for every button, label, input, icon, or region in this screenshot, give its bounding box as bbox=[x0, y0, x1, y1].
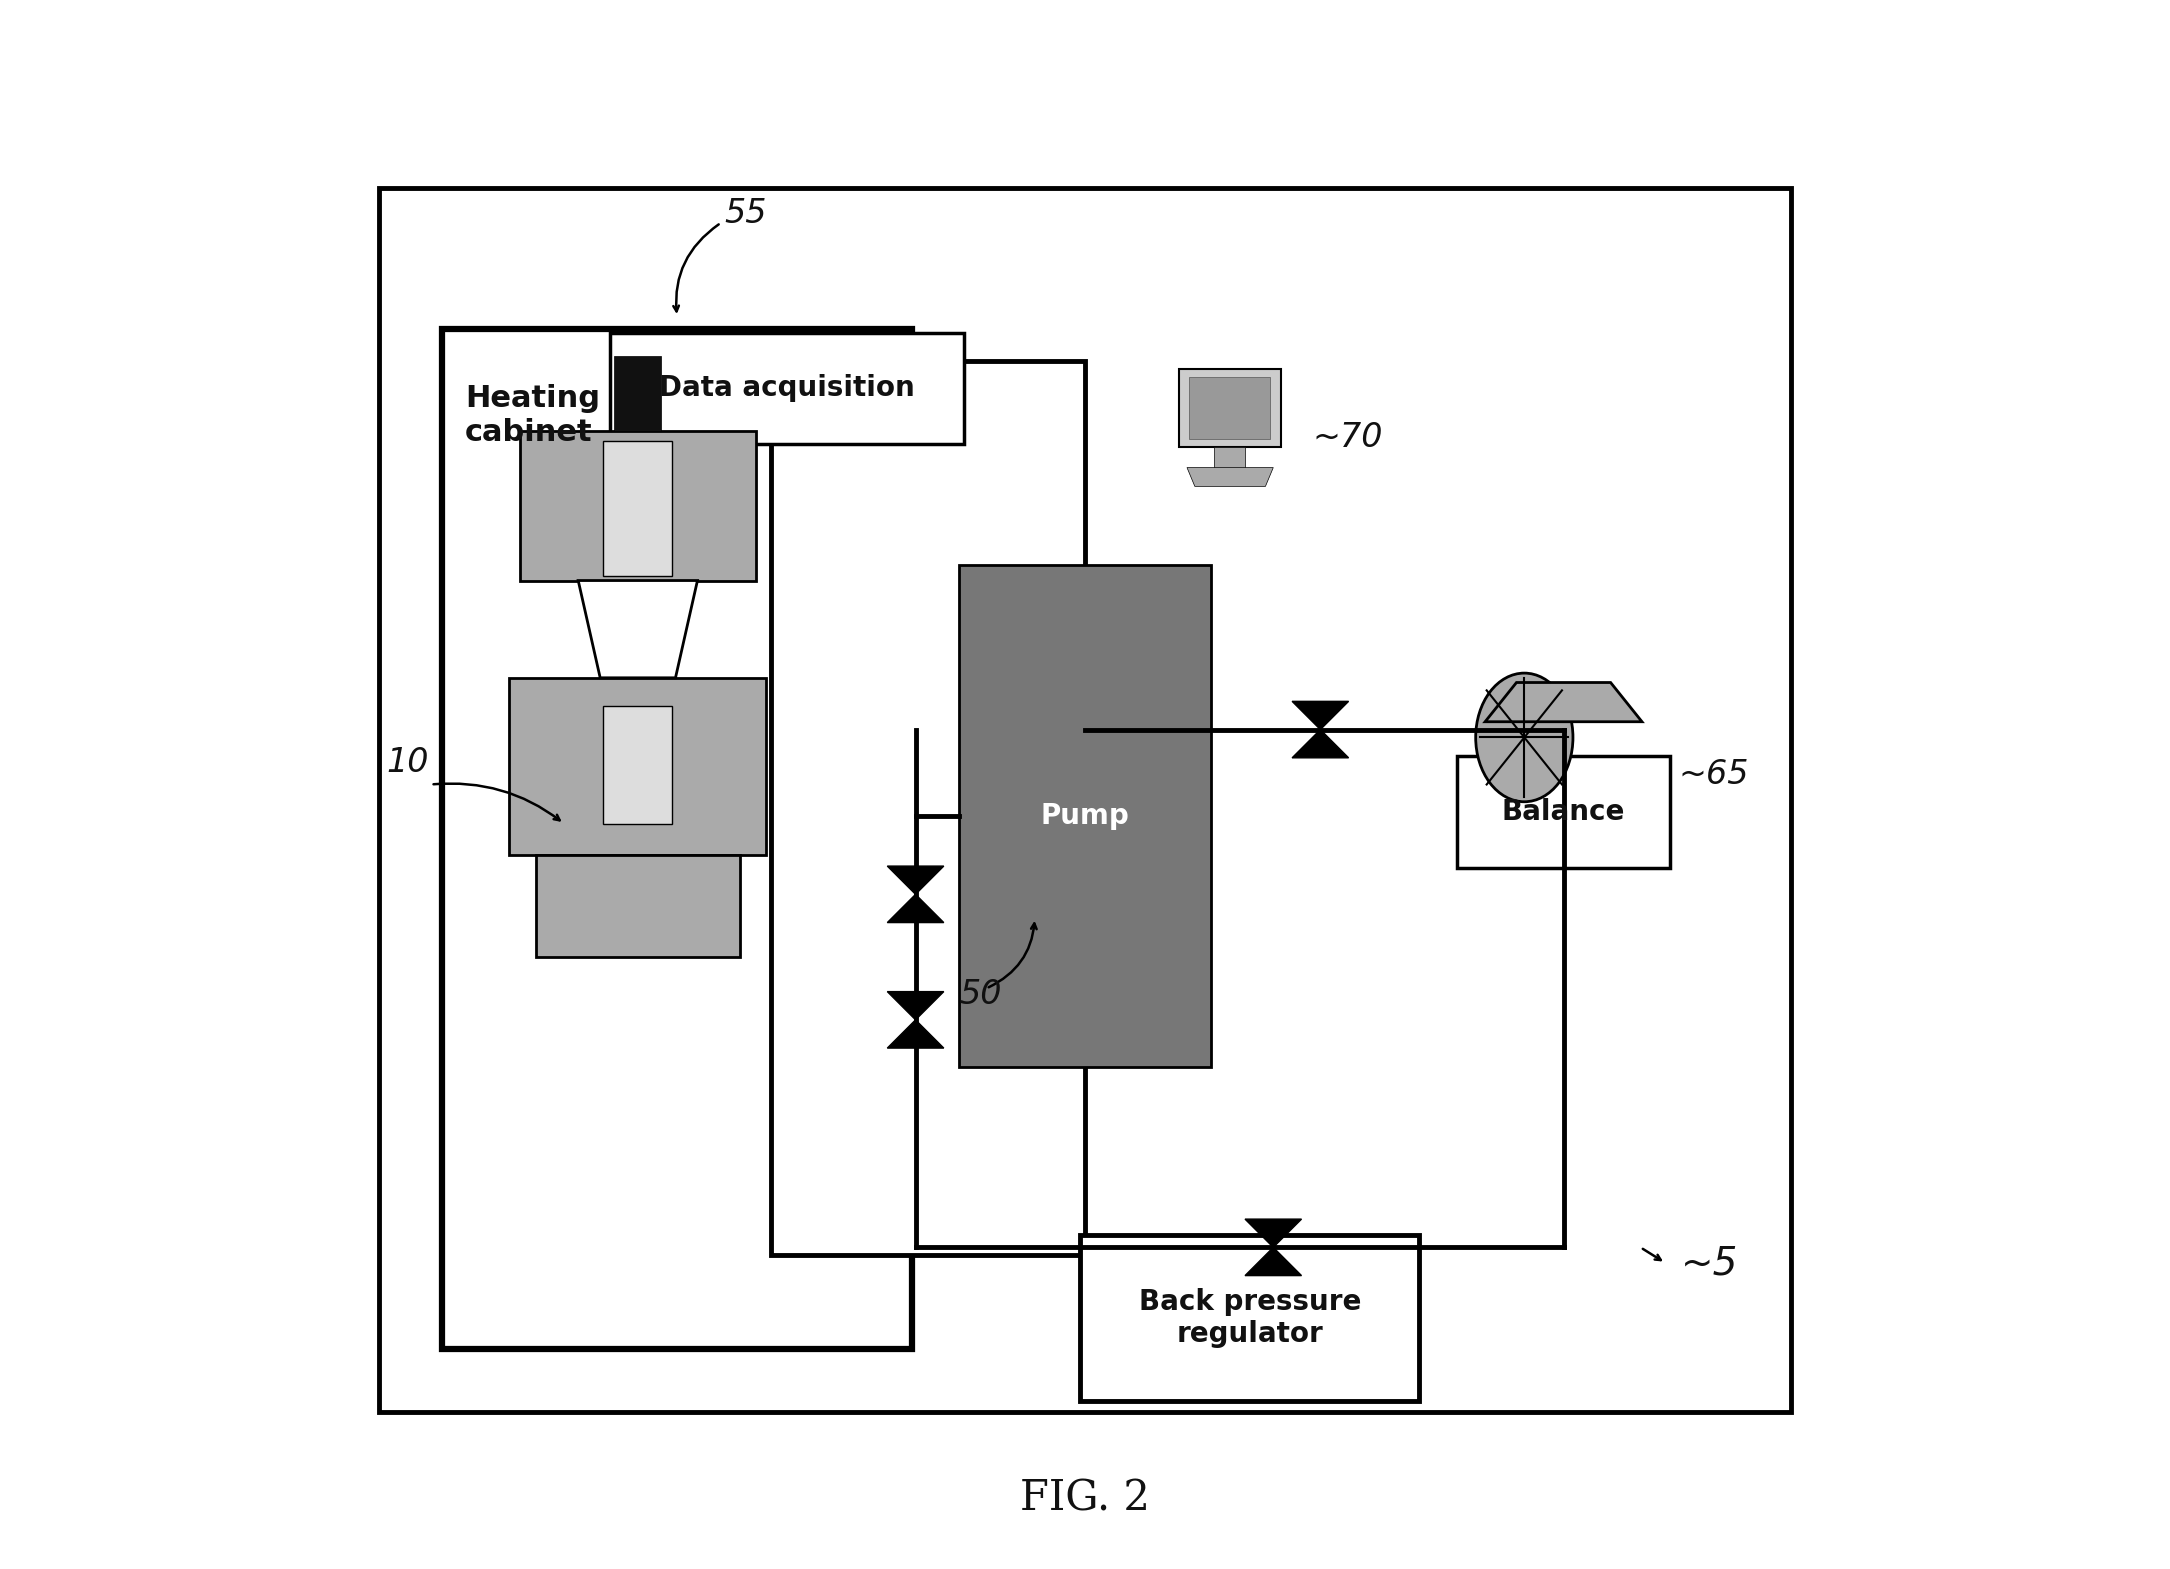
Text: FIG. 2: FIG. 2 bbox=[1020, 1478, 1150, 1519]
Polygon shape bbox=[1246, 1247, 1302, 1276]
Polygon shape bbox=[1246, 1219, 1302, 1247]
Ellipse shape bbox=[1476, 673, 1573, 802]
Text: ~70: ~70 bbox=[1313, 420, 1382, 453]
Text: 10: 10 bbox=[386, 745, 430, 778]
Text: Data acquisition: Data acquisition bbox=[660, 375, 916, 402]
Bar bbox=[1213, 447, 1246, 468]
Bar bbox=[536, 855, 740, 957]
FancyBboxPatch shape bbox=[1456, 756, 1671, 868]
FancyBboxPatch shape bbox=[610, 333, 963, 444]
Bar bbox=[510, 678, 766, 855]
Text: ~5: ~5 bbox=[1682, 1244, 1738, 1282]
Polygon shape bbox=[888, 866, 944, 894]
Bar bbox=[603, 706, 673, 824]
Polygon shape bbox=[888, 894, 944, 923]
Bar bbox=[959, 565, 1211, 1067]
Polygon shape bbox=[1187, 468, 1274, 486]
Text: Balance: Balance bbox=[1502, 799, 1625, 825]
Bar bbox=[443, 329, 911, 1349]
Polygon shape bbox=[1291, 730, 1348, 758]
Polygon shape bbox=[1291, 701, 1348, 730]
Text: Back pressure
regulator: Back pressure regulator bbox=[1139, 1288, 1361, 1348]
Bar bbox=[1178, 369, 1280, 447]
Text: Pump: Pump bbox=[1042, 802, 1128, 830]
Polygon shape bbox=[888, 1020, 944, 1048]
Text: 55: 55 bbox=[725, 196, 766, 229]
Text: 50: 50 bbox=[959, 977, 1003, 1010]
Bar bbox=[770, 361, 1085, 1255]
Bar bbox=[1189, 377, 1269, 439]
Bar bbox=[521, 431, 755, 581]
Bar bbox=[603, 441, 673, 576]
Polygon shape bbox=[577, 581, 697, 678]
Bar bbox=[380, 188, 1790, 1412]
Polygon shape bbox=[1484, 683, 1643, 722]
FancyBboxPatch shape bbox=[1081, 1235, 1419, 1401]
Polygon shape bbox=[888, 992, 944, 1020]
Bar bbox=[614, 356, 662, 431]
Text: Heating
cabinet: Heating cabinet bbox=[464, 384, 601, 447]
Text: ~65: ~65 bbox=[1677, 758, 1749, 791]
